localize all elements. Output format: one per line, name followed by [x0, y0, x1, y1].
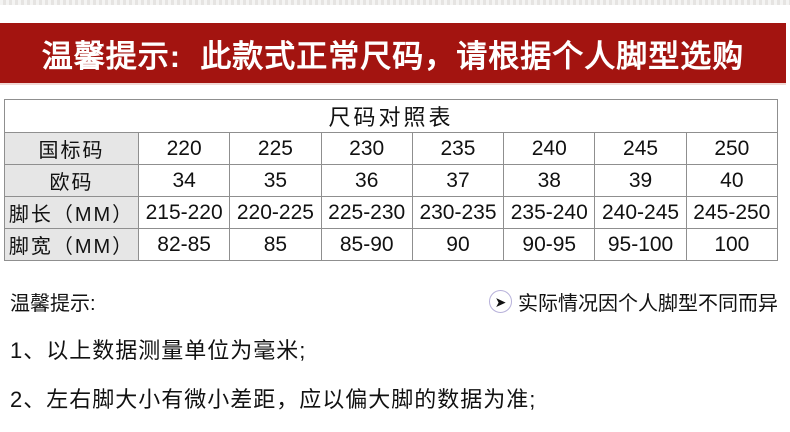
table-cell: 40	[685, 164, 779, 197]
table-cell: 37	[411, 164, 505, 197]
notice-banner: 温馨提示: 此款式正常尺码，请根据个人脚型选购	[0, 23, 786, 85]
table-row-ouma: 欧码 34 35 36 37 38 39 40	[4, 164, 779, 197]
table-cell: 230	[320, 132, 413, 165]
size-chart-table: 尺码对照表 国标码 220 225 230 235 240 245 250 欧码…	[4, 99, 779, 261]
notice-banner-text: 温馨提示: 此款式正常尺码，请根据个人脚型选购	[41, 38, 745, 74]
row-label: 脚宽（MM）	[4, 228, 139, 261]
side-note-text: 实际情况因个人脚型不同而异	[518, 293, 778, 315]
table-cell: 90	[411, 228, 505, 261]
table-cell: 95-100	[594, 228, 687, 261]
row-label: 脚长（MM）	[4, 196, 139, 229]
note-item: 1、以上数据测量单位为毫米;	[10, 338, 307, 363]
table-cell: 35	[229, 164, 322, 197]
side-note: ➤ 实际情况因个人脚型不同而异	[489, 287, 778, 316]
table-row-guobiaoma: 国标码 220 225 230 235 240 245 250	[4, 132, 779, 165]
table-cell: 235-240	[503, 196, 596, 229]
table-cell: 39	[594, 164, 687, 197]
table-cell: 225-230	[320, 196, 413, 229]
table-cell: 235	[411, 132, 505, 165]
table-cell: 230-235	[411, 196, 505, 229]
table-cell: 82-85	[137, 228, 231, 261]
size-chart-title: 尺码对照表	[4, 99, 778, 133]
table-cell: 85-90	[320, 228, 413, 261]
table-cell: 90-95	[503, 228, 596, 261]
table-cell: 85	[229, 228, 322, 261]
table-cell: 100	[685, 228, 779, 261]
size-chart-title-row: 尺码对照表	[4, 99, 778, 133]
table-row-jiaochang: 脚长（MM） 215-220 220-225 225-230 230-235 2…	[4, 196, 779, 229]
table-cell: 220-225	[229, 196, 322, 229]
notes-heading: 温馨提示:	[10, 293, 96, 315]
notes-section: 温馨提示: ➤ 实际情况因个人脚型不同而异 1、以上数据测量单位为毫米; 2、左…	[0, 287, 790, 414]
table-cell: 250	[685, 132, 779, 165]
arrow-right-circle-icon: ➤	[489, 290, 512, 313]
table-cell: 215-220	[137, 196, 231, 229]
table-cell: 36	[320, 164, 413, 197]
note-item: 2、左右脚大小有微小差距，应以偏大脚的数据为准;	[10, 387, 537, 412]
table-cell: 34	[137, 164, 231, 197]
top-texture-strip	[0, 0, 790, 5]
table-cell: 245	[594, 132, 687, 165]
table-cell: 245-250	[685, 196, 779, 229]
notes-header-row: 温馨提示: ➤ 实际情况因个人脚型不同而异	[10, 287, 778, 316]
table-row-jiaokuan: 脚宽（MM） 82-85 85 85-90 90 90-95 95-100 10…	[4, 228, 779, 261]
table-cell: 220	[137, 132, 231, 165]
row-label: 欧码	[4, 164, 139, 197]
row-label: 国标码	[4, 132, 139, 165]
table-cell: 240-245	[594, 196, 687, 229]
table-cell: 38	[503, 164, 596, 197]
table-cell: 225	[229, 132, 322, 165]
table-cell: 240	[503, 132, 596, 165]
